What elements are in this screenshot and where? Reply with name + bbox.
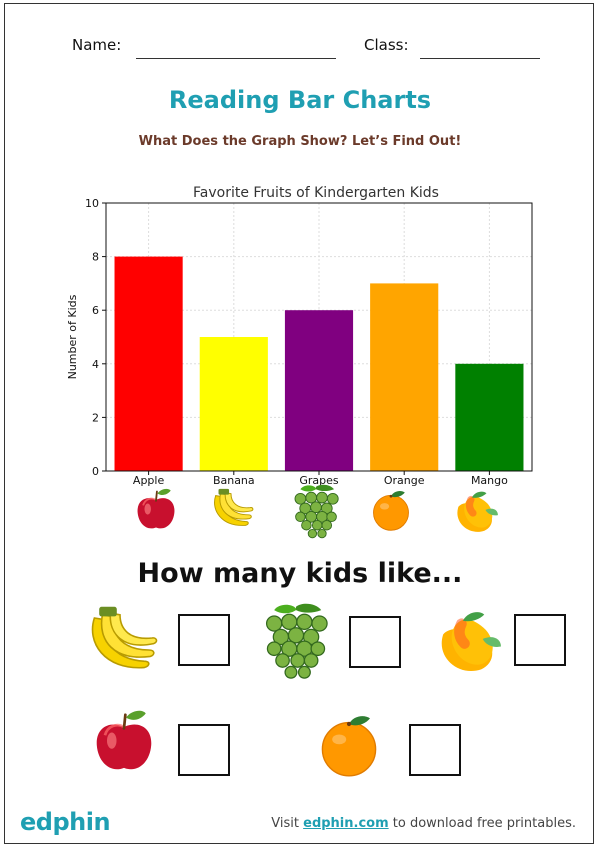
x-tick-label: Banana [213, 474, 255, 487]
footer-note: Visit edphin.com to download free printa… [271, 816, 576, 831]
orange-icon [373, 490, 409, 531]
bar-grapes [284, 310, 354, 471]
apple-answer-box[interactable] [178, 724, 230, 776]
bar-chart: Favorite Fruits of Kindergarten Kids 0 2 4… [66, 185, 533, 487]
name-field[interactable] [136, 58, 336, 59]
y-axis-label: Number of Kids [66, 294, 79, 379]
chart-bars [114, 256, 524, 471]
chart-y-ticks: 0 2 4 6 8 10 [85, 197, 106, 478]
chart-title: Favorite Fruits of Kindergarten Kids [193, 185, 439, 201]
x-tick-label: Orange [384, 474, 425, 487]
orange-icon [321, 715, 377, 777]
bar-orange [370, 283, 439, 471]
bar-banana [199, 337, 268, 471]
grapes-icon [265, 603, 328, 679]
footer-link[interactable]: edphin.com [303, 816, 389, 831]
x-tick-label: Apple [133, 474, 165, 487]
y-tick-label: 8 [92, 251, 99, 264]
x-tick-label: Grapes [299, 474, 339, 487]
y-tick-label: 2 [92, 411, 99, 424]
page-title: Reading Bar Charts [168, 86, 432, 114]
mango-icon [426, 604, 506, 680]
footer-suffix: to download free printables. [388, 816, 576, 831]
banana-icon [91, 605, 158, 669]
chart-x-ticks: Apple Banana Grapes Orange Mango [133, 471, 508, 487]
edphin-logo: edphin [20, 808, 111, 836]
orange-answer-box[interactable] [409, 724, 461, 776]
apple-icon [95, 709, 153, 771]
bar-apple [114, 256, 183, 471]
name-label: Name: [72, 36, 122, 54]
x-tick-label: Mango [471, 474, 508, 487]
question-heading: How many kids like... [137, 558, 463, 589]
footer-prefix: Visit [271, 816, 304, 831]
grapes-icon [294, 484, 339, 539]
page-border [4, 3, 594, 844]
class-field[interactable] [420, 58, 540, 59]
y-tick-label: 4 [92, 358, 99, 371]
mango-icon [446, 486, 502, 538]
grapes-answer-box[interactable] [349, 616, 401, 668]
y-tick-label: 6 [92, 304, 99, 317]
apple-icon [136, 487, 176, 530]
y-tick-label: 0 [92, 465, 99, 478]
banana-answer-box[interactable] [178, 614, 230, 666]
bar-mango [455, 363, 524, 471]
y-tick-label: 10 [85, 197, 99, 210]
class-label: Class: [364, 36, 409, 54]
mango-answer-box[interactable] [514, 614, 566, 666]
banana-icon [214, 488, 254, 526]
page-subtitle: What Does the Graph Show? Let’s Find Out… [138, 134, 462, 149]
